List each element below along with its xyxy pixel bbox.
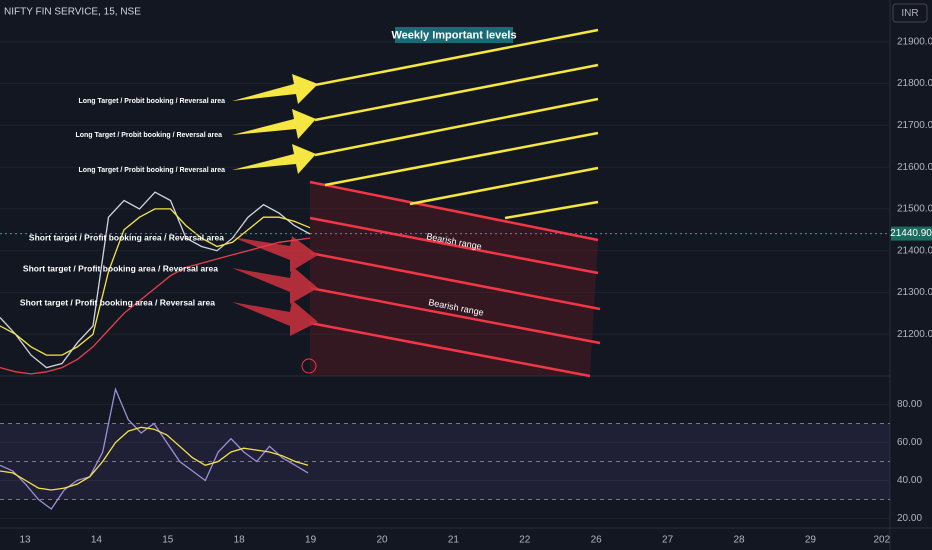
rsi-band [0,423,890,500]
series-line [0,208,311,356]
arrow [232,144,316,174]
x-tick-label: 26 [591,535,603,546]
level-line [314,28,599,87]
level-line [409,166,599,206]
x-tick-label: 15 [162,535,174,546]
bearish-lines [309,180,601,378]
x-tick-label: 13 [19,535,31,546]
arrow [232,109,316,139]
level-line [314,97,599,157]
y-tick-label: 21200.00 [897,329,932,340]
arrow [232,266,318,304]
y-tick-label: 21300.00 [897,287,932,298]
annotation: Short target / Profit booking area / Rev… [23,263,218,273]
annotation: Short target / Profit booking area / Rev… [20,297,215,307]
series [0,191,311,510]
y-tick-label: 21500.00 [897,204,932,215]
x-tick-label: 19 [305,535,317,546]
annotation: Long Target / Probit booking / Reversal … [78,167,225,174]
x-tick-label: 27 [662,535,674,546]
x-tick-label: 14 [91,535,103,546]
short-arrows [232,236,318,336]
y-tick-label: 21600.00 [897,162,932,173]
last-price-badge [891,226,932,241]
level-line [309,216,599,275]
y-tick-label: 60.00 [897,437,922,448]
x-tick-label: 22 [519,535,531,546]
y-tick-label: 20.00 [897,513,922,524]
x-tick-label: 29 [805,535,817,546]
series-line [0,237,311,375]
y-tick-label: 40.00 [897,475,922,486]
level-line [324,131,599,187]
target-lines [314,28,599,220]
level-line [314,63,599,122]
x-tick-label: 20 [376,535,388,546]
target-arrows [232,74,318,174]
y-tick-label: 21400.00 [897,245,932,256]
arrow [232,300,318,336]
title: Weekly Important levels [391,29,516,41]
level-line [504,200,599,220]
x-tick-label: 202 [873,535,890,546]
y-tick-label: 80.00 [897,399,922,410]
level-line [309,286,601,345]
annotation: Long Target / Probit booking / Reversal … [75,132,222,139]
title-box [395,27,513,43]
x-tick-label: 28 [733,535,745,546]
event-icon[interactable] [301,358,317,374]
last-price: 21440.90 [890,228,932,239]
series-line [0,191,311,369]
y-tick-label: 21900.00 [897,36,932,47]
y-tick-label: 21800.00 [897,78,932,89]
annotation: Short target / Profit booking area / Rev… [29,232,224,242]
arrow [232,74,318,104]
currency[interactable]: INR [901,8,918,19]
rsi-grid [0,404,890,519]
symbol: NIFTY FIN SERVICE, 15, NSE [4,7,141,18]
level-line [309,321,591,378]
x-tick-label: 21 [448,535,460,546]
level-line [309,180,599,242]
y-tick-label: 21700.00 [897,120,932,131]
x-tick-label: 18 [234,535,246,546]
arrow [232,236,318,272]
currency-box[interactable] [892,3,928,23]
annotation: Long Target / Probit booking / Reversal … [78,98,225,105]
level-line [309,251,601,311]
series-line [0,387,309,510]
series-line [0,426,309,491]
